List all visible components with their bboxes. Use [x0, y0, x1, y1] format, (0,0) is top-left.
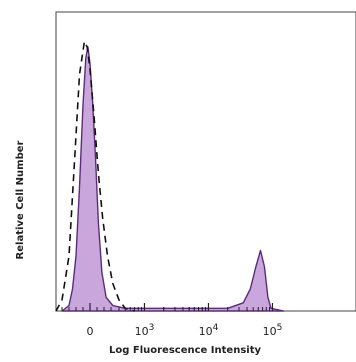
x-tick-label: 104 [199, 323, 219, 338]
histogram-filled-series [61, 46, 285, 312]
x-tick-label: 105 [263, 323, 283, 338]
histogram-dashed-series [55, 40, 135, 312]
y-axis-label: Relative Cell Number [15, 140, 26, 259]
x-axis-label: Log Fluorescence Intensity [109, 345, 261, 356]
series-group [55, 40, 285, 312]
x-ticks: 0 103 104 105 [61, 303, 283, 338]
x-tick-label: 103 [135, 323, 155, 338]
x-tick-label: 0 [87, 325, 94, 338]
